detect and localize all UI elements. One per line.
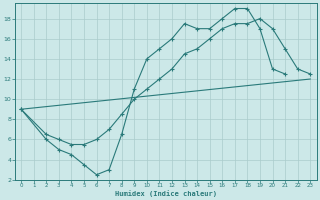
X-axis label: Humidex (Indice chaleur): Humidex (Indice chaleur)	[115, 190, 217, 197]
